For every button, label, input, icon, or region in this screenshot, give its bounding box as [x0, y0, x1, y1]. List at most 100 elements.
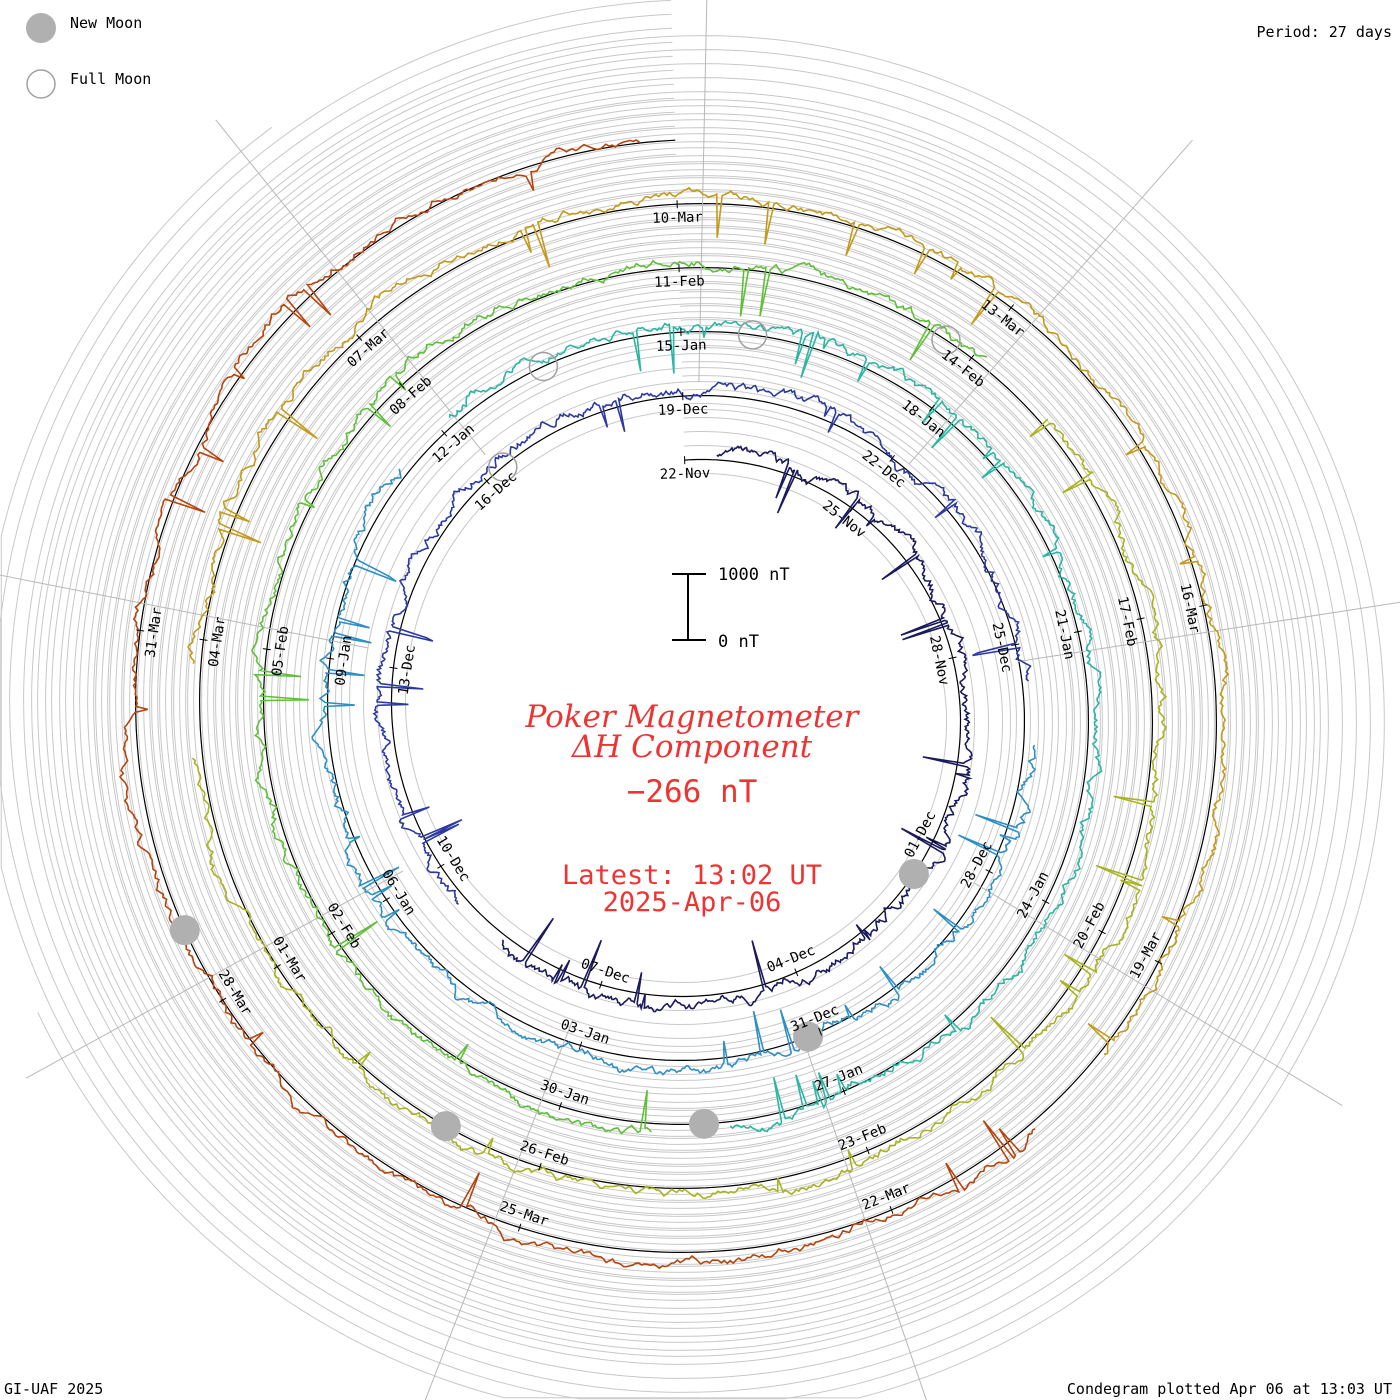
grid-spiral — [31, 35, 1385, 1399]
date-tick — [1136, 617, 1145, 620]
date-tick — [948, 656, 957, 660]
date-tick — [889, 454, 896, 462]
date-tick — [538, 1162, 542, 1171]
full-moon-marker — [488, 452, 518, 482]
grid-spiral — [0, 0, 1357, 1393]
scale-bar: 1000 nT 0 nT — [672, 565, 790, 652]
date-tick — [328, 930, 336, 936]
date-tick — [273, 964, 281, 970]
trace-rotation-6 — [191, 418, 1168, 1200]
trace-rotation-4 — [448, 320, 1103, 1133]
day-spoke — [698, 0, 708, 383]
legend-full-moon-label: Full Moon — [70, 70, 151, 88]
grid-spiral — [0, 49, 1371, 1400]
date-label: 16-Mar — [1177, 582, 1203, 635]
date-tick — [219, 997, 227, 1003]
date-label: 10-Mar — [652, 209, 703, 226]
date-tick — [1154, 959, 1163, 965]
date-label: 31-Mar — [142, 606, 165, 658]
date-tick — [818, 1027, 823, 1036]
date-tick — [262, 648, 271, 651]
latest-time: Latest: 13:02 UT — [562, 860, 822, 891]
date-tick — [441, 429, 448, 437]
date-tick — [968, 354, 975, 362]
day-spoke — [424, 1019, 574, 1400]
day-spoke — [25, 870, 404, 1079]
legend-new-moon-label: New Moon — [70, 14, 142, 32]
date-label: 04-Mar — [206, 616, 229, 668]
date-tick — [794, 968, 799, 977]
date-tick — [326, 657, 335, 660]
date-label: 27-Jan — [812, 1061, 865, 1095]
date-label: 17-Feb — [1114, 595, 1140, 648]
date-label: 22-Nov — [660, 465, 711, 482]
footer-credit: GI-UAF 2025 — [4, 1380, 103, 1398]
new-moon-marker — [430, 1111, 461, 1142]
date-label: 15-Jan — [656, 337, 707, 354]
magnetometer-traces — [118, 139, 1230, 1270]
date-label: 13-Dec — [396, 644, 419, 696]
new-moon-icon — [26, 13, 56, 43]
date-tick — [136, 629, 145, 632]
date-tick — [558, 1102, 562, 1111]
chart-title: Poker Magnetometer — [525, 699, 861, 735]
date-label: 12-Jan — [429, 421, 477, 467]
latest-date: 2025-Apr-06 — [603, 887, 782, 918]
current-value: −266 nT — [627, 774, 758, 810]
grid-spiral — [51, 55, 1301, 1337]
date-label: 19-Dec — [658, 401, 709, 418]
date-tick — [1199, 604, 1208, 607]
new-moon-marker — [169, 915, 200, 946]
date-tick — [437, 863, 445, 869]
trace-rotation-2 — [372, 381, 1032, 905]
date-tick — [517, 1223, 522, 1232]
day-spoke — [0, 574, 369, 649]
new-moon-marker — [689, 1108, 720, 1139]
date-label: 22-Mar — [860, 1180, 913, 1214]
date-tick — [578, 1041, 583, 1050]
full-moon-marker — [931, 325, 961, 355]
date-label: 11-Feb — [654, 273, 705, 290]
date-tick — [1041, 899, 1050, 905]
date-tick — [599, 980, 603, 989]
date-tick — [1073, 630, 1082, 634]
plot-timestamp: Condegram plotted Apr 06 at 13:03 UT — [1067, 1380, 1392, 1398]
date-label: 16-Dec — [472, 469, 520, 515]
new-moon-marker — [793, 1021, 824, 1052]
grid-spiral — [93, 97, 1259, 1295]
date-tick — [929, 838, 937, 844]
day-spoke — [908, 139, 1193, 465]
trace-rotation-1 — [501, 445, 973, 1013]
new-moon-marker — [898, 858, 929, 889]
grid-spiral — [65, 69, 1287, 1323]
date-tick — [1008, 304, 1015, 312]
date-label: 10-Dec — [433, 833, 473, 884]
date-tick — [865, 1146, 870, 1155]
date-tick — [928, 404, 935, 412]
full-moon-icon — [26, 69, 56, 99]
date-tick — [985, 869, 994, 874]
grid-spiral — [79, 83, 1273, 1309]
date-tick — [849, 505, 856, 513]
date-tick — [389, 666, 398, 669]
date-label: 04-Dec — [765, 942, 818, 976]
scale-bottom-label: 0 nT — [718, 632, 759, 652]
date-tick — [889, 1206, 894, 1214]
date-label: 05-Feb — [269, 625, 292, 677]
date-label: 09-Jan — [332, 634, 355, 686]
grid-spiral — [37, 41, 1315, 1351]
trace-rotation-3 — [311, 468, 1037, 1076]
date-tick — [1098, 929, 1106, 935]
scale-top-label: 1000 nT — [718, 565, 790, 585]
date-tick — [199, 638, 208, 641]
date-tick — [398, 382, 405, 389]
period-label: Period: 27 days — [1257, 23, 1392, 41]
day-spoke — [974, 882, 1343, 1107]
grid-spiral — [23, 27, 1329, 1365]
moon-markers — [169, 320, 961, 1142]
day-spoke — [797, 1024, 927, 1400]
trace-rotation-5 — [250, 259, 988, 1135]
date-tick — [356, 334, 363, 341]
